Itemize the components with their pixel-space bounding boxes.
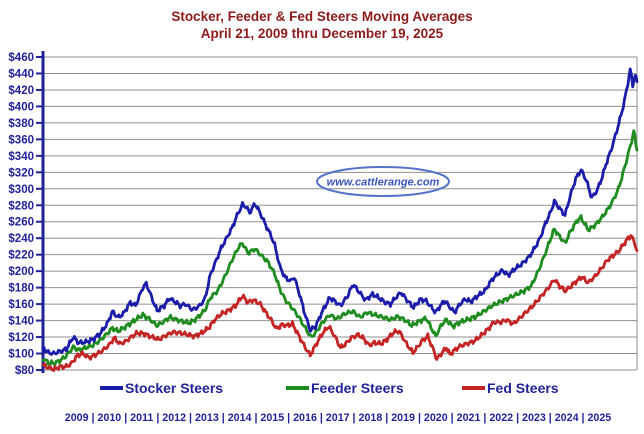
y-tick-label: $320 [8,167,34,179]
y-tick-label: $140 [8,316,34,328]
y-tick-label: $360 [8,134,34,146]
y-tick-label: $400 [8,101,34,113]
legend-item-stocker-steers: Stocker Steers [100,378,223,398]
fed-line-swatch-icon [462,386,485,390]
y-tick-label: $460 [8,52,34,64]
y-tick-label: $260 [8,217,34,229]
y-tick-label: $200 [8,266,34,278]
series-line-feeder-steers [41,129,639,367]
y-tick-label: $240 [8,233,34,245]
y-tick-label: $180 [8,283,34,295]
y-tick-label: $80 [15,365,34,377]
y-tick-label: $440 [8,68,34,80]
legend-label-fed: Fed Steers [487,380,559,396]
series-line-stocker-steers [41,67,639,356]
chart-header: Stocker, Feeder & Fed Steers Moving Aver… [0,0,644,42]
y-tick-label: $160 [8,299,34,311]
x-axis-years: 2009 | 2010 | 2011 | 2012 | 2013 | 2014 … [64,412,612,424]
y-tick-label: $420 [8,85,34,97]
stocker-line-swatch-icon [100,386,123,390]
y-tick-label: $280 [8,200,34,212]
y-tick-label: $220 [8,250,34,262]
legend-item-feeder-steers: Feeder Steers [286,378,404,398]
chart-subtitle: April 21, 2009 thru December 19, 2025 [200,26,444,41]
series-line-fed-steers [41,234,639,372]
y-tick-label: $300 [8,184,34,196]
y-axis: $80 $100 $120 $140 $160 $180 $200 $220 $240 $260 $… [8,51,45,377]
chart-title: Stocker, Feeder & Fed Steers Moving Aver… [171,9,473,24]
y-tick-label: $120 [8,332,34,344]
legend-label-feeder: Feeder Steers [311,380,404,396]
legend-item-fed-steers: Fed Steers [462,378,559,398]
y-tick-label: $380 [8,118,34,130]
legend-label-stocker: Stocker Steers [125,380,224,396]
feeder-line-swatch-icon [286,386,309,390]
y-tick-label: $100 [8,349,34,361]
watermark-text: www.cattlerange.com [327,177,440,189]
chart-legend: Stocker Steers Feeder Steers Fed Steers [0,378,644,398]
y-tick-label: $340 [8,151,34,163]
watermark-ellipse [316,166,450,197]
